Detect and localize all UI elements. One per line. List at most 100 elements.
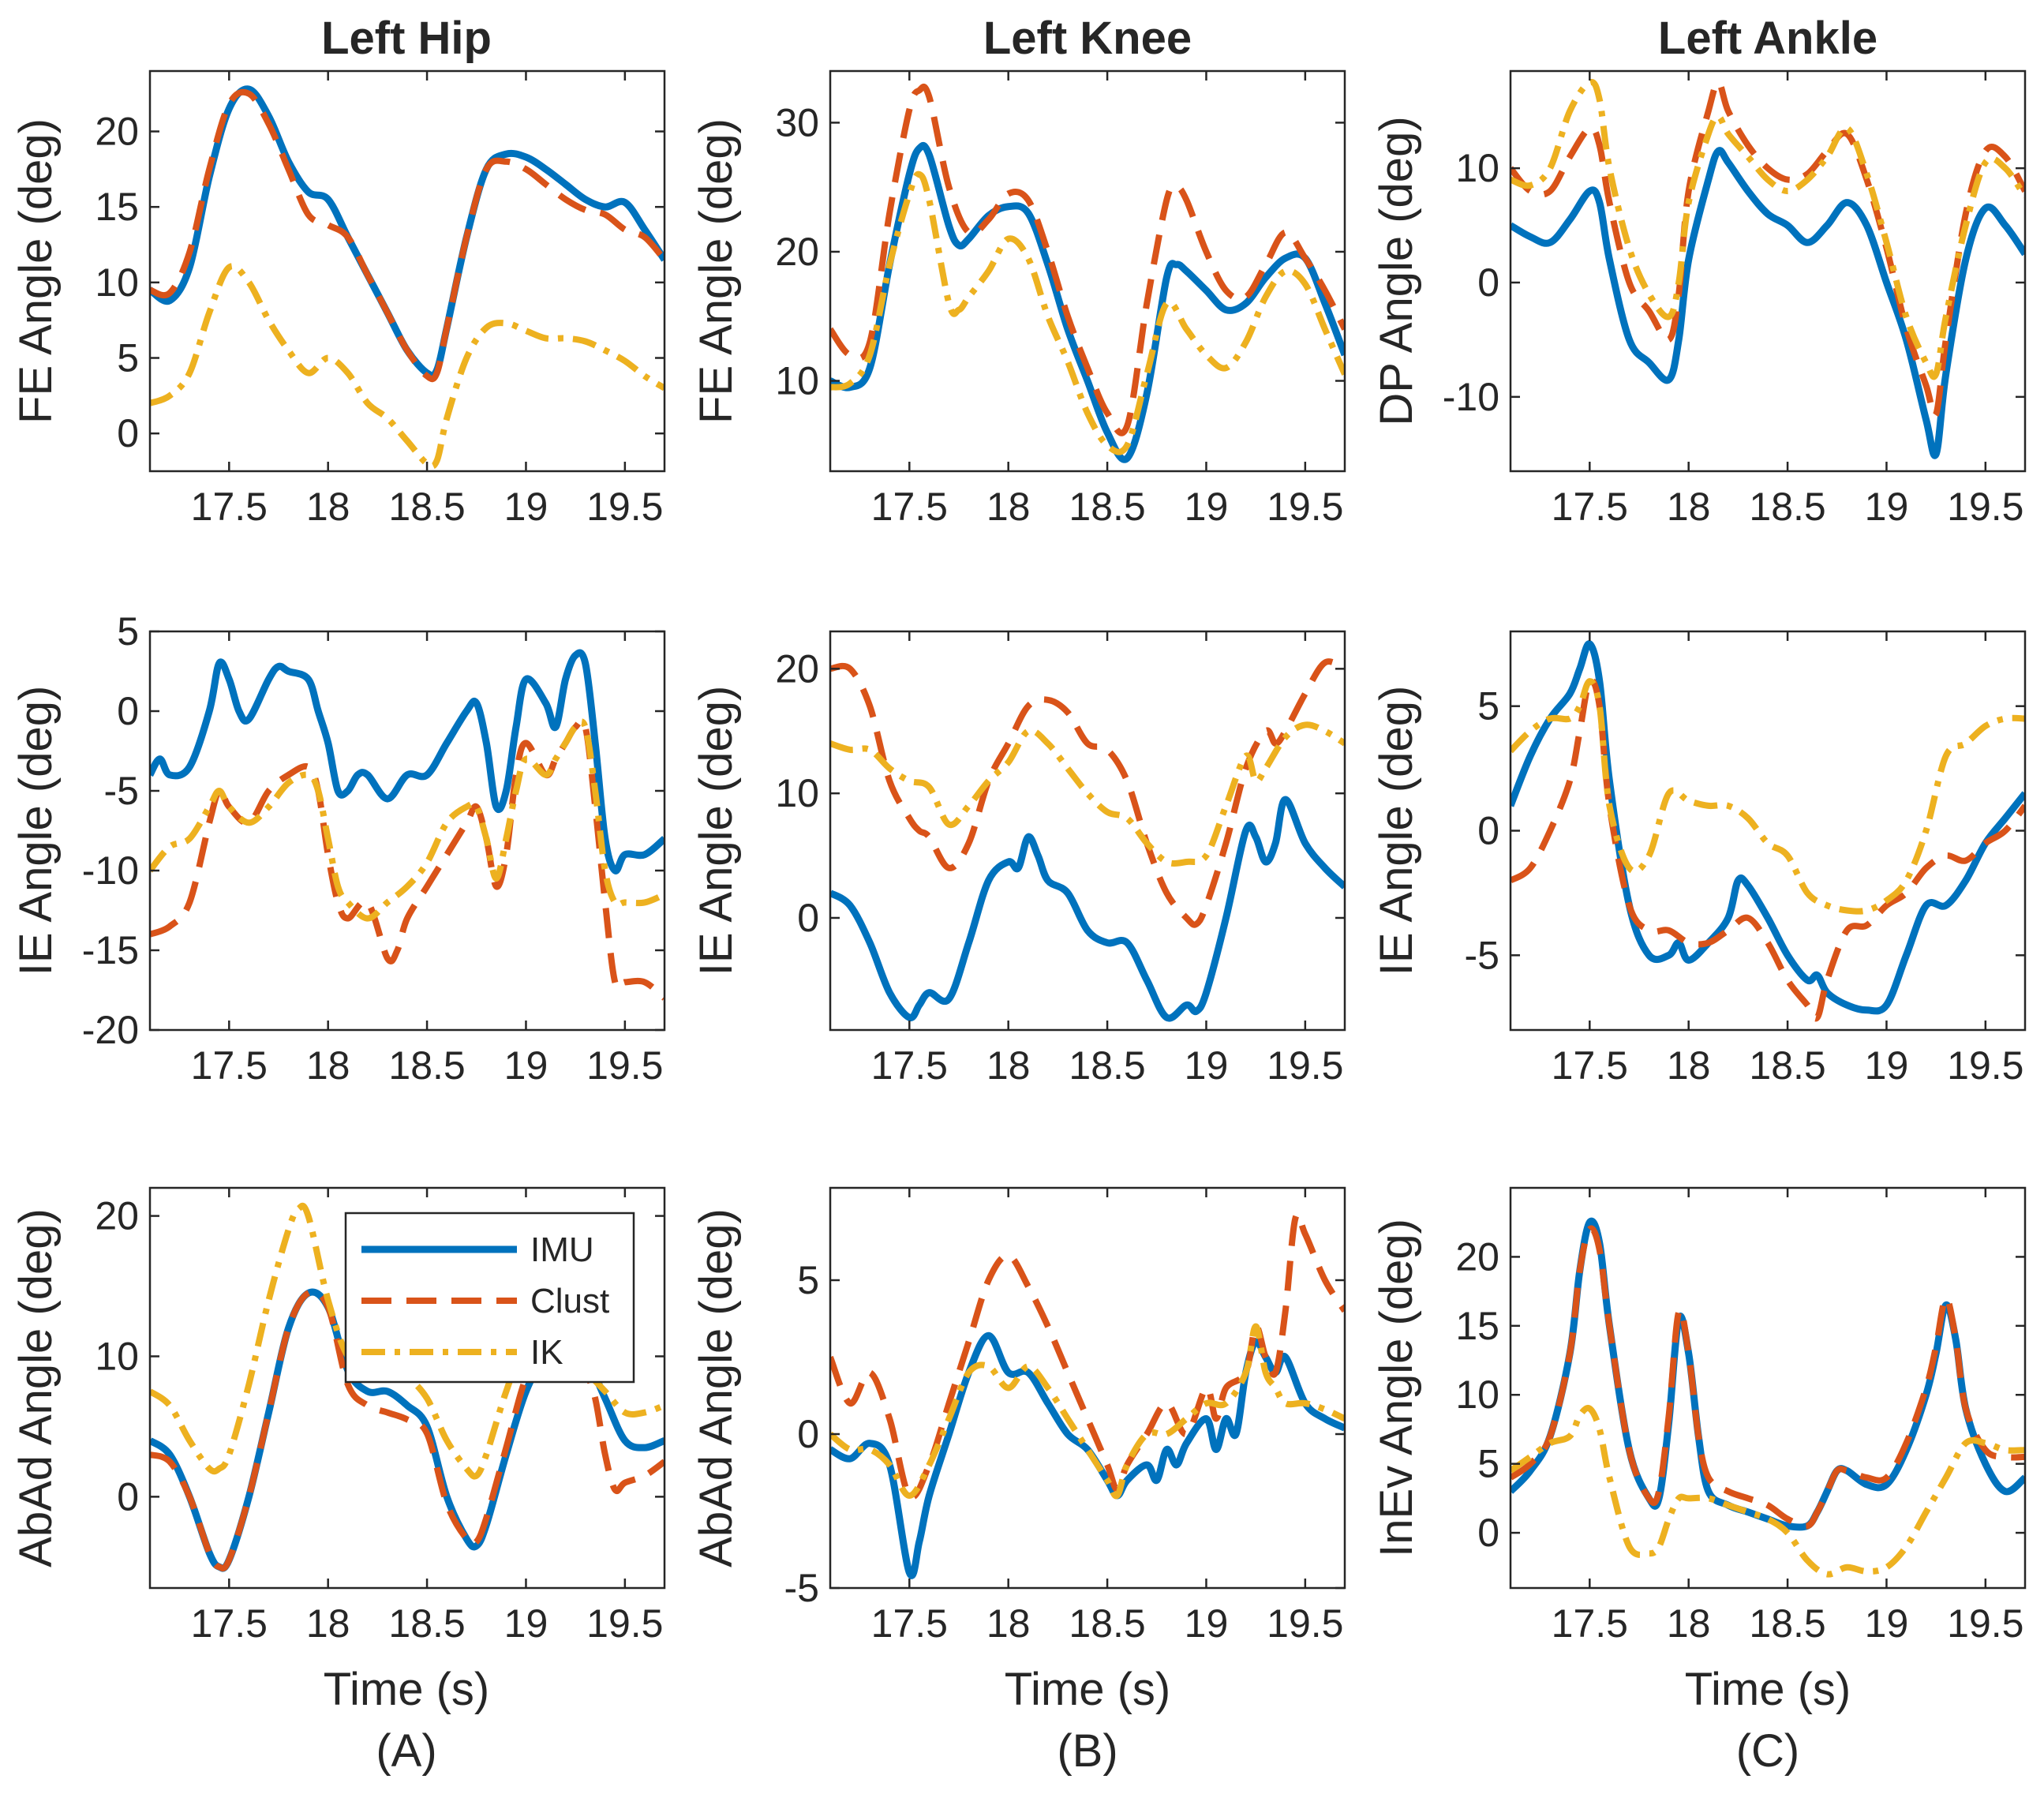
- x-tick-label: 19.5: [1267, 1601, 1343, 1646]
- x-tick-label: 19: [1865, 1601, 1909, 1646]
- column-title-knee: Left Knee: [983, 13, 1192, 64]
- y-tick-label: -5: [104, 769, 139, 813]
- y-axis-label: InEv Angle (deg): [1371, 1219, 1422, 1557]
- series-line-imu: [150, 85, 664, 380]
- y-tick-label: 10: [1455, 146, 1499, 190]
- legend-label-clust: Clust: [530, 1282, 609, 1320]
- series-line-ik: [150, 718, 664, 922]
- series-group: [830, 83, 1345, 463]
- y-tick-label: -5: [784, 1566, 819, 1610]
- y-tick-label: 0: [1477, 1511, 1499, 1555]
- series-line-clust: [830, 83, 1345, 436]
- x-tick-label: 19: [1865, 485, 1909, 529]
- x-tick-label: 17.5: [871, 1601, 948, 1646]
- x-tick-label: 18: [306, 485, 350, 529]
- x-tick-label: 19.5: [1947, 485, 2023, 529]
- x-tick-label: 18.5: [388, 1601, 465, 1646]
- series-line-ik: [830, 170, 1345, 455]
- panels: 17.5 18 18.5 19 19.5 0 5 10 15 20 FE Angle (deg) 17…: [10, 69, 2027, 1646]
- y-tick-label: -15: [82, 928, 139, 972]
- x-tick-label: 19.5: [1947, 1601, 2023, 1646]
- x-tick-label: 17.5: [191, 485, 268, 529]
- y-tick-label: -10: [1443, 375, 1499, 419]
- axes-box: [1509, 69, 2027, 473]
- x-tick-label: 18: [1667, 1601, 1711, 1646]
- series-line-clust: [150, 1288, 664, 1572]
- panel-letter-b: (B): [1057, 1725, 1117, 1777]
- series-line-imu: [830, 796, 1345, 1022]
- panel-letter-a: (A): [376, 1725, 436, 1777]
- x-tick-label: 18.5: [1069, 485, 1145, 529]
- x-tick-label: 19: [1185, 485, 1229, 529]
- x-tick-label: 18: [306, 1043, 350, 1088]
- x-tick-label: 17.5: [1552, 1601, 1628, 1646]
- y-axis-label: AbAd Angle (deg): [10, 1208, 62, 1567]
- axes-box: [148, 69, 666, 473]
- y-axis-label: IE Angle (deg): [691, 686, 742, 976]
- panel-hip_fe: 17.5 18 18.5 19 19.5 0 5 10 15 20 FE Angle (deg): [10, 69, 666, 529]
- y-axis-label: FE Angle (deg): [10, 118, 62, 424]
- x-tick-label: 19.5: [586, 1043, 663, 1088]
- x-tick-label: 19: [504, 1043, 548, 1088]
- x-tick-label: 17.5: [191, 1043, 268, 1088]
- axes-box: [829, 630, 1346, 1032]
- series-group: [1511, 1217, 2025, 1578]
- series-line-ik: [830, 721, 1345, 867]
- column-title-hip: Left Hip: [321, 13, 492, 64]
- x-tick-label: 19.5: [1267, 485, 1343, 529]
- y-tick-label: 5: [1477, 1442, 1499, 1486]
- x-axis-label-hip: Time (s): [324, 1664, 489, 1715]
- panel-letter-c: (C): [1736, 1725, 1800, 1777]
- y-tick-label: 0: [117, 411, 139, 455]
- series-line-ik: [1511, 1405, 2025, 1578]
- y-axis-label: FE Angle (deg): [691, 118, 742, 424]
- x-tick-label: 17.5: [1552, 485, 1628, 529]
- y-tick-label: 0: [1477, 260, 1499, 305]
- y-tick-label: 5: [797, 1258, 819, 1302]
- x-tick-label: 17.5: [1552, 1043, 1628, 1088]
- series-line-imu: [830, 142, 1345, 463]
- panel-ankle_dp: 17.5 18 18.5 19 19.5 -10 0 10 DP Angle (deg): [1371, 69, 2027, 529]
- y-tick-label: 10: [95, 1334, 139, 1378]
- x-axis-label-ankle: Time (s): [1685, 1664, 1851, 1715]
- column-title-ankle: Left Ankle: [1658, 13, 1877, 64]
- x-tick-label: 19.5: [586, 1601, 663, 1646]
- axes-box: [829, 1186, 1346, 1590]
- y-tick-label: 15: [95, 185, 139, 229]
- x-tick-label: 18.5: [1069, 1601, 1145, 1646]
- y-tick-label: 20: [775, 230, 819, 274]
- series-line-clust: [830, 658, 1345, 928]
- x-tick-label: 18.5: [1749, 1601, 1825, 1646]
- x-tick-label: 19.5: [1267, 1043, 1343, 1088]
- y-tick-label: 0: [117, 689, 139, 733]
- y-tick-label: 20: [775, 646, 819, 691]
- y-axis-label: IE Angle (deg): [10, 686, 62, 976]
- x-tick-label: 19.5: [586, 485, 663, 529]
- axes-box: [829, 69, 1346, 473]
- y-tick-label: 20: [95, 1194, 139, 1238]
- series-line-imu: [1511, 640, 2025, 1015]
- y-tick-label: -5: [1465, 933, 1499, 977]
- x-tick-label: 19: [1865, 1043, 1909, 1088]
- x-axis-label-knee: Time (s): [1005, 1664, 1170, 1715]
- series-line-clust: [1511, 79, 2025, 419]
- panel-knee_abad: 17.5 18 18.5 19 19.5 -5 0 5 AbAd Angle (deg): [691, 1186, 1346, 1646]
- legend: IMU Clust IK: [344, 1212, 635, 1384]
- y-tick-label: 10: [1455, 1373, 1499, 1417]
- series-group: [150, 85, 664, 470]
- x-tick-label: 18.5: [1069, 1043, 1145, 1088]
- x-tick-label: 19: [1185, 1043, 1229, 1088]
- series-line-ik: [150, 263, 664, 470]
- series-group: [1511, 640, 2025, 1022]
- y-tick-label: 5: [117, 336, 139, 380]
- series-group: [830, 658, 1345, 1022]
- y-tick-label: -10: [82, 848, 139, 893]
- y-tick-label: 5: [117, 609, 139, 654]
- y-tick-label: -20: [82, 1008, 139, 1052]
- x-tick-label: 18.5: [388, 485, 465, 529]
- x-tick-label: 19: [1185, 1601, 1229, 1646]
- x-tick-label: 17.5: [871, 485, 948, 529]
- legend-label-ik: IK: [530, 1333, 563, 1372]
